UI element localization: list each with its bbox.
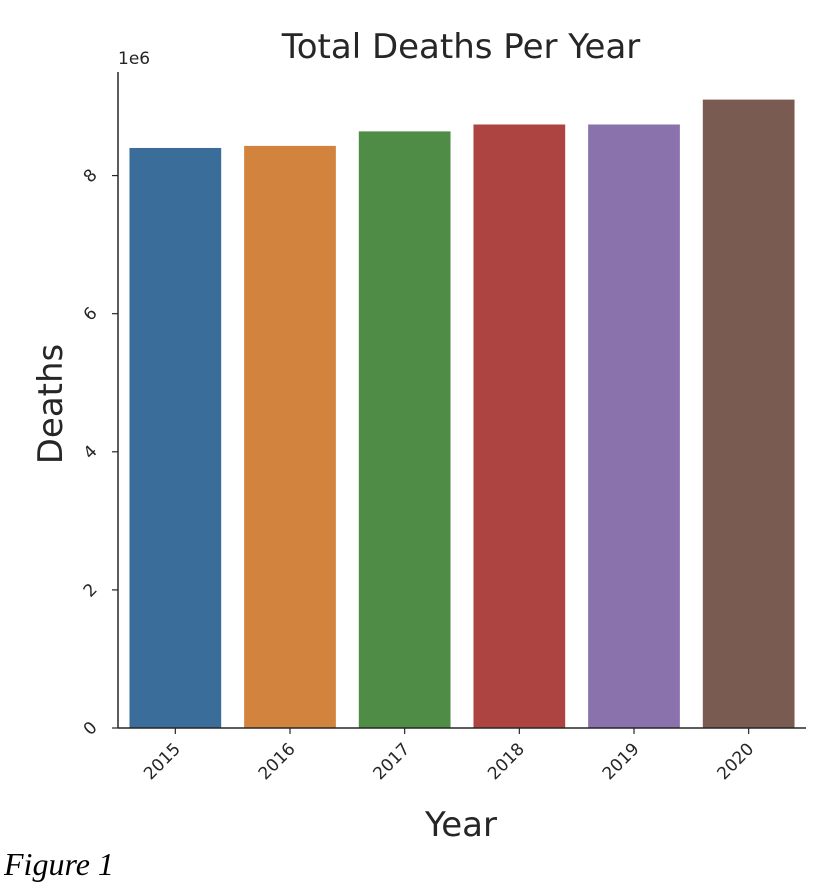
bars-group <box>129 99 795 729</box>
figure-caption: Figure 1 <box>4 846 114 882</box>
bar-2020 <box>702 99 795 729</box>
x-tick-label: 2020 <box>713 739 758 784</box>
bar-chart: Total Deaths Per Year 1e6 Deaths Year 0 2… <box>31 27 806 840</box>
x-axis: 2015 2016 2017 2018 2019 2020 <box>140 728 758 784</box>
chart-title: Total Deaths Per Year <box>281 27 641 67</box>
bar-2015 <box>129 147 222 729</box>
bar-2019 <box>588 124 680 729</box>
x-axis-label: Year <box>424 805 497 840</box>
y-axis-label: Deaths <box>31 344 71 465</box>
bar-2018 <box>473 124 566 729</box>
y-tick-label: 0 <box>80 718 102 740</box>
x-tick-label: 2019 <box>599 739 644 784</box>
bar-2017 <box>358 131 451 729</box>
x-tick-label: 2018 <box>484 739 529 784</box>
x-tick-label: 2016 <box>255 739 300 784</box>
x-tick-label: 2017 <box>369 739 414 784</box>
bar-2016 <box>244 145 336 728</box>
y-axis-offset-label: 1e6 <box>118 49 150 69</box>
y-tick-label: 2 <box>80 580 102 602</box>
y-tick-label: 8 <box>80 165 102 187</box>
y-axis: 0 2 4 6 8 <box>80 165 118 740</box>
y-tick-label: 4 <box>80 442 102 464</box>
x-tick-label: 2015 <box>140 739 185 784</box>
y-tick-label: 6 <box>80 303 102 325</box>
